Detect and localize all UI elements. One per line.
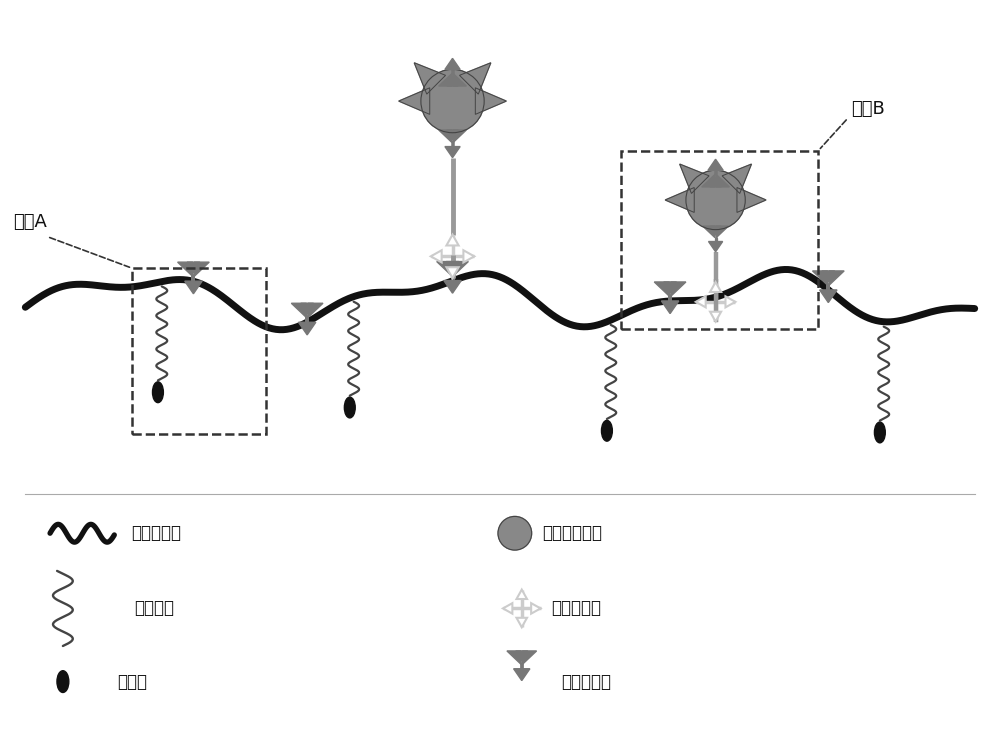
Polygon shape [522,651,537,664]
Polygon shape [716,226,728,238]
Polygon shape [463,250,474,263]
Polygon shape [446,261,459,273]
Polygon shape [703,226,715,238]
Polygon shape [710,282,721,292]
Polygon shape [431,250,442,263]
Polygon shape [187,262,200,273]
Text: 生物素分子: 生物素分子 [561,672,611,691]
Polygon shape [709,242,723,252]
Polygon shape [664,282,676,293]
Polygon shape [654,282,669,296]
Polygon shape [716,175,729,187]
Polygon shape [516,590,527,599]
Polygon shape [439,130,452,142]
Polygon shape [503,603,512,614]
Polygon shape [661,301,679,313]
Polygon shape [813,271,828,285]
Circle shape [686,170,745,230]
Polygon shape [185,281,202,294]
Polygon shape [680,164,709,194]
Polygon shape [399,88,430,114]
Polygon shape [446,235,459,245]
Circle shape [498,517,532,550]
Polygon shape [737,187,766,212]
Polygon shape [194,262,209,276]
Polygon shape [514,669,530,681]
Polygon shape [437,261,452,276]
Polygon shape [820,290,837,303]
Polygon shape [308,303,323,318]
Polygon shape [453,130,466,142]
Polygon shape [445,147,460,157]
Text: 聚乙二醇: 聚乙二醇 [134,599,174,617]
Polygon shape [453,74,466,86]
Polygon shape [671,282,686,296]
Ellipse shape [601,420,612,441]
Polygon shape [445,59,460,69]
Circle shape [421,69,484,133]
Polygon shape [439,74,452,86]
Polygon shape [446,267,459,278]
Text: 胆固醇: 胆固醇 [117,672,147,691]
Polygon shape [722,164,751,194]
Polygon shape [725,296,735,307]
Ellipse shape [152,382,163,403]
Polygon shape [298,322,316,335]
Polygon shape [444,281,461,293]
Text: 荧光纳米粒子: 荧光纳米粒子 [543,524,603,542]
Polygon shape [414,62,446,94]
Polygon shape [447,130,458,139]
Polygon shape [710,226,721,235]
Polygon shape [822,271,835,282]
Text: 亲和素分子: 亲和素分子 [551,599,601,617]
Polygon shape [475,88,506,114]
Polygon shape [291,303,306,318]
Text: 组分A: 组分A [13,212,47,230]
Ellipse shape [344,397,355,418]
Polygon shape [708,159,723,170]
Polygon shape [829,271,844,285]
Text: 壳聚糖骨架: 壳聚糖骨架 [131,524,181,542]
Polygon shape [516,651,528,661]
Polygon shape [178,262,193,276]
Ellipse shape [57,671,69,693]
Polygon shape [453,261,468,276]
Polygon shape [447,76,458,86]
Polygon shape [516,617,527,627]
Ellipse shape [874,422,885,443]
Polygon shape [507,651,521,664]
Polygon shape [710,177,721,187]
Polygon shape [702,175,715,187]
Polygon shape [710,312,721,322]
Polygon shape [531,603,541,614]
Polygon shape [696,296,706,307]
Polygon shape [301,303,313,314]
Polygon shape [665,187,694,212]
Polygon shape [459,62,491,94]
Text: 组分B: 组分B [851,100,885,118]
